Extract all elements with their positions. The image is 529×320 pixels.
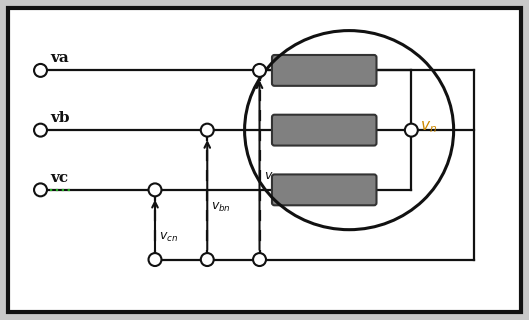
- FancyBboxPatch shape: [272, 174, 377, 205]
- Text: vb: vb: [50, 111, 70, 125]
- FancyBboxPatch shape: [272, 55, 377, 86]
- Circle shape: [253, 64, 266, 77]
- Circle shape: [201, 253, 214, 266]
- Circle shape: [405, 124, 418, 137]
- Circle shape: [201, 124, 214, 137]
- Circle shape: [149, 183, 161, 196]
- Text: $v_{an}$: $v_{an}$: [263, 171, 283, 184]
- Text: va: va: [50, 52, 69, 65]
- Circle shape: [34, 64, 47, 77]
- Text: vc: vc: [50, 171, 69, 185]
- Text: $v_n$: $v_n$: [421, 120, 437, 135]
- FancyBboxPatch shape: [272, 115, 377, 146]
- Circle shape: [34, 124, 47, 137]
- Circle shape: [253, 253, 266, 266]
- Circle shape: [149, 253, 161, 266]
- Text: $v_{cn}$: $v_{cn}$: [159, 231, 178, 244]
- Text: $v_{bn}$: $v_{bn}$: [211, 201, 231, 214]
- Circle shape: [34, 183, 47, 196]
